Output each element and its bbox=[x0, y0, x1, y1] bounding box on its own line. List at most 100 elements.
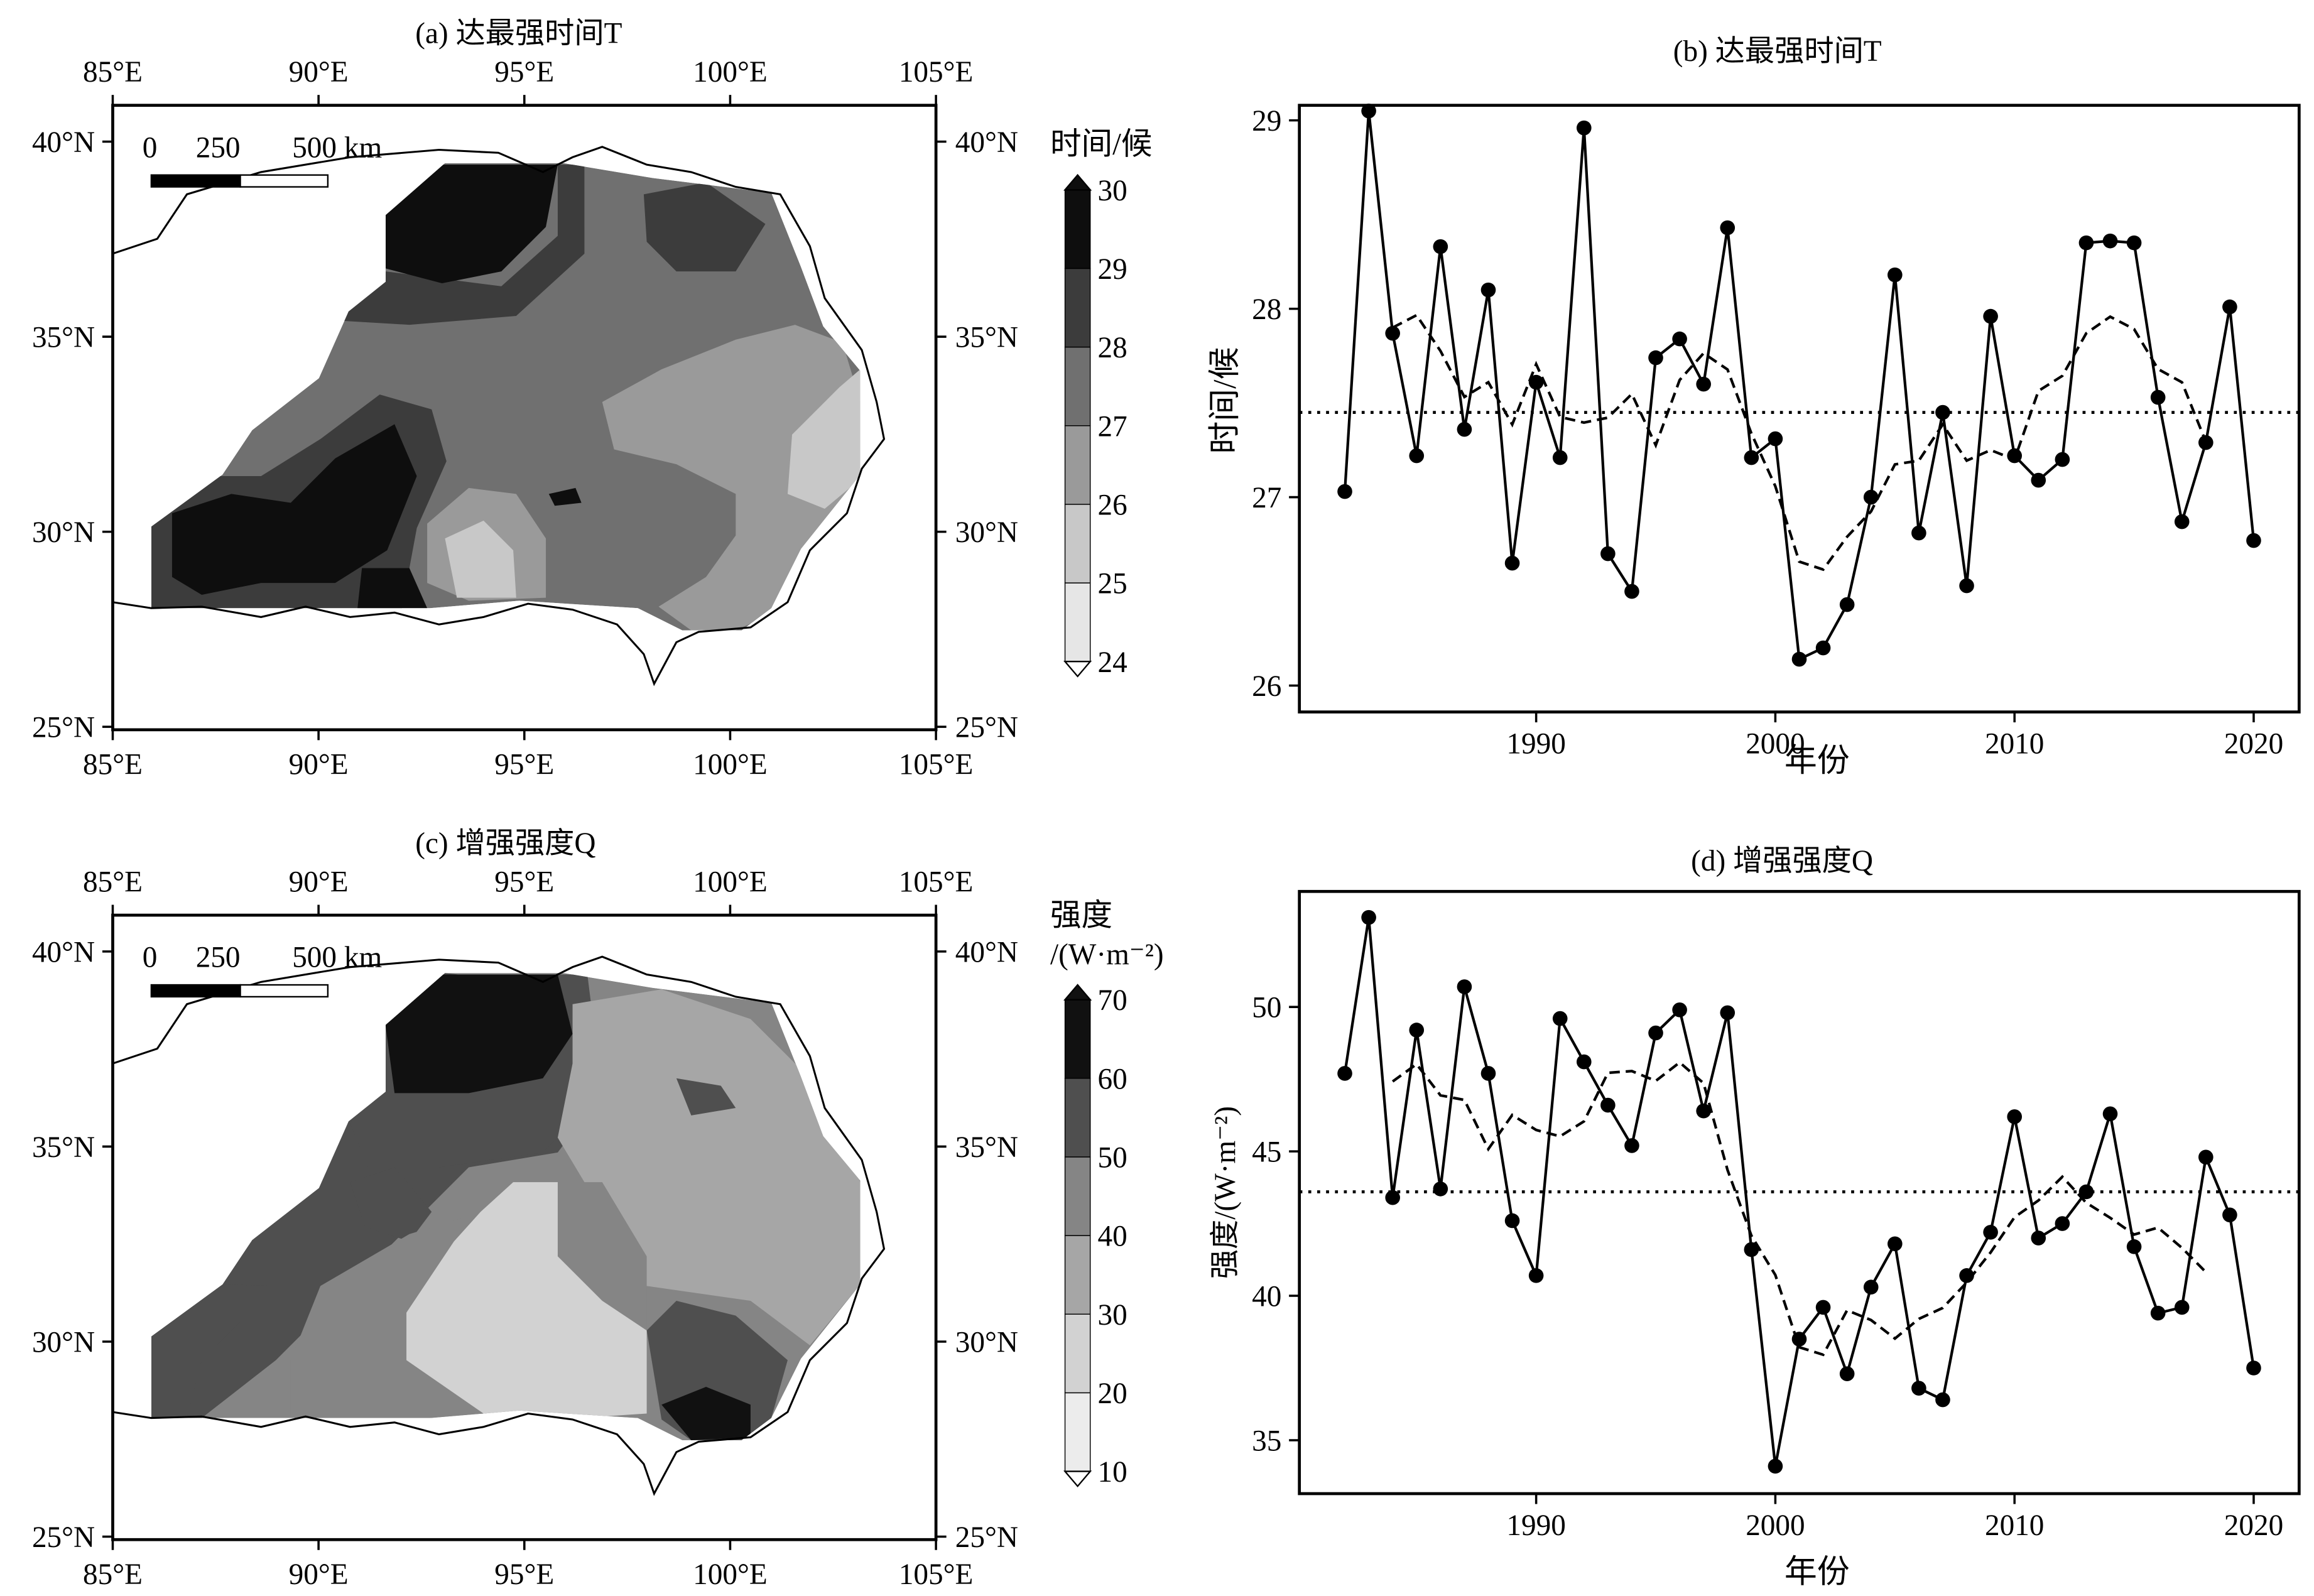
data-point bbox=[1576, 120, 1592, 136]
data-point bbox=[1480, 1066, 1496, 1081]
x-tick-label: 2020 bbox=[2224, 728, 2283, 761]
colorbar-bin bbox=[1064, 189, 1091, 269]
contour-region bbox=[643, 182, 766, 272]
colorbar-label: 30 bbox=[1098, 175, 1127, 207]
data-point bbox=[2126, 235, 2142, 251]
data-point bbox=[1504, 1213, 1520, 1229]
contour-region bbox=[787, 369, 861, 509]
data-point bbox=[1385, 1190, 1400, 1205]
data-point bbox=[1361, 909, 1376, 925]
data-point bbox=[1433, 1181, 1448, 1197]
lon-label-bottom: 100°E bbox=[693, 749, 768, 781]
data-point bbox=[1552, 1011, 1568, 1026]
lat-label-right: 35°N bbox=[955, 322, 1018, 354]
y-tick-label: 26 bbox=[1252, 670, 1281, 703]
contour-region bbox=[406, 1182, 647, 1420]
data-point bbox=[1839, 597, 1855, 612]
data-point bbox=[1863, 489, 1879, 505]
x-tick-label: 2010 bbox=[1985, 728, 2044, 761]
data-point bbox=[2198, 435, 2214, 450]
data-point bbox=[1911, 1381, 1926, 1396]
data-point bbox=[1911, 525, 1926, 541]
map-svg: 85°E 85°E 90°E 90°E 95°E 95°E 100°E 100°E 105°E 1… bbox=[32, 866, 1164, 1591]
y-tick-label: 45 bbox=[1252, 1136, 1281, 1169]
data-point bbox=[1552, 450, 1568, 465]
data-point bbox=[2102, 1106, 2118, 1122]
lon-label-bottom: 105°E bbox=[899, 749, 974, 781]
data-point bbox=[1385, 325, 1400, 341]
data-point bbox=[1504, 555, 1520, 571]
colorbar-max-arrow bbox=[1063, 173, 1092, 191]
annual-series-line bbox=[1343, 111, 2256, 661]
plateau-boundary-line bbox=[112, 955, 886, 1496]
contour-region bbox=[151, 1284, 276, 1418]
y-tick-label: 27 bbox=[1252, 482, 1281, 514]
x-axis-label: 年份 bbox=[1784, 741, 1850, 779]
colorbar-bin bbox=[1064, 346, 1091, 426]
contour-region bbox=[676, 1078, 736, 1116]
colorbar-bin bbox=[1064, 1235, 1091, 1315]
lon-label-top: 90°E bbox=[289, 56, 349, 89]
lat-label-left: 25°N bbox=[32, 712, 95, 744]
data-point bbox=[1863, 1279, 1879, 1295]
lat-label-left: 25°N bbox=[32, 1521, 95, 1554]
data-point bbox=[1768, 1458, 1783, 1474]
colorbar-label: 30 bbox=[1098, 1299, 1127, 1332]
data-point bbox=[2055, 452, 2070, 467]
contour-region bbox=[350, 1167, 432, 1242]
colorbar-label: 60 bbox=[1098, 1063, 1127, 1095]
data-point bbox=[1624, 584, 1639, 599]
data-point bbox=[1815, 640, 1831, 656]
colorbar-label: 25 bbox=[1098, 568, 1127, 600]
lon-label-bottom: 90°E bbox=[289, 1558, 349, 1591]
x-tick-label: 1990 bbox=[1506, 728, 1565, 761]
data-point bbox=[2150, 389, 2166, 405]
data-point bbox=[2055, 1216, 2070, 1231]
colorbar-label: 24 bbox=[1098, 646, 1127, 679]
lat-label-left: 35°N bbox=[32, 1131, 95, 1164]
map-panel-a: (a) 达最强时间T 85°E 85°E 90°E 90°E 95°E 95°E 100°E… bbox=[0, 0, 1216, 786]
data-point bbox=[1409, 448, 1425, 464]
data-point bbox=[2198, 1149, 2214, 1165]
data-point bbox=[1409, 1023, 1425, 1038]
lat-label-right: 30°N bbox=[955, 516, 1018, 549]
data-point bbox=[1457, 421, 1472, 437]
y-axis-label: 强度/(W·m⁻²) bbox=[1209, 1106, 1242, 1279]
map-area: 85°E 85°E 90°E 90°E 95°E 95°E 100°E 100°E 105°E 1… bbox=[32, 866, 1018, 1591]
scale-bar-white bbox=[239, 984, 329, 998]
data-point bbox=[1983, 308, 1998, 324]
data-point bbox=[1528, 1268, 1544, 1283]
lon-label-top: 100°E bbox=[693, 56, 768, 89]
colorbar-bin bbox=[1064, 504, 1091, 584]
colorbar-min-arrow bbox=[1063, 1470, 1092, 1488]
data-point bbox=[1720, 1005, 1735, 1021]
data-point bbox=[1744, 1242, 1759, 1257]
running-mean-line bbox=[1391, 1060, 2207, 1357]
colorbar-label: 40 bbox=[1098, 1220, 1127, 1253]
lon-label-bottom: 100°E bbox=[693, 1558, 768, 1591]
x-tick-label: 2000 bbox=[1746, 1509, 1805, 1542]
data-point bbox=[1337, 1066, 1352, 1081]
data-point bbox=[2222, 299, 2237, 315]
x-tick-label: 2000 bbox=[1746, 728, 1805, 761]
lat-label-right: 25°N bbox=[955, 1521, 1018, 1554]
data-point bbox=[2126, 1239, 2142, 1254]
x-tick-label: 2010 bbox=[1985, 1509, 2044, 1542]
colorbar-bin bbox=[1064, 999, 1091, 1079]
colorbar-label: 27 bbox=[1098, 410, 1127, 443]
contour-region bbox=[335, 165, 585, 325]
data-point bbox=[1600, 546, 1616, 562]
line-chart-b: 1990 2000 2010 2020 26 27 28 29 bbox=[1252, 103, 2301, 761]
lon-label-bottom: 85°E bbox=[83, 749, 143, 781]
colorbar-label: 70 bbox=[1098, 984, 1127, 1017]
data-point bbox=[1839, 1366, 1855, 1382]
scale-bar-label: 0 bbox=[143, 131, 158, 164]
contour-region bbox=[602, 325, 861, 631]
contour-fills bbox=[151, 163, 861, 631]
x-tick-label: 1990 bbox=[1506, 1509, 1565, 1542]
colorbar-bin bbox=[1064, 1313, 1091, 1394]
data-point bbox=[2246, 1360, 2261, 1376]
lat-label-right: 30°N bbox=[955, 1327, 1018, 1359]
lat-label-right: 40°N bbox=[955, 936, 1018, 969]
